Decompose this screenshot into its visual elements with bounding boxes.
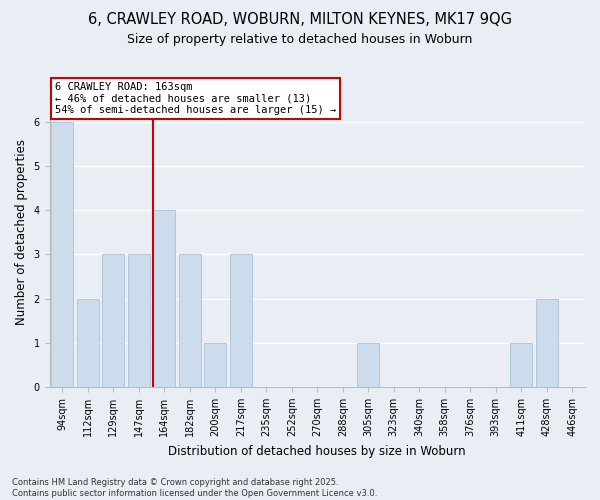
Bar: [230, 254, 251, 387]
Bar: [511, 342, 532, 387]
Bar: [52, 122, 73, 387]
Text: Contains HM Land Registry data © Crown copyright and database right 2025.
Contai: Contains HM Land Registry data © Crown c…: [12, 478, 377, 498]
Bar: [154, 210, 175, 387]
Bar: [536, 298, 557, 387]
Text: 6 CRAWLEY ROAD: 163sqm
← 46% of detached houses are smaller (13)
54% of semi-det: 6 CRAWLEY ROAD: 163sqm ← 46% of detached…: [55, 82, 336, 116]
Text: 6, CRAWLEY ROAD, WOBURN, MILTON KEYNES, MK17 9QG: 6, CRAWLEY ROAD, WOBURN, MILTON KEYNES, …: [88, 12, 512, 28]
Bar: [77, 298, 98, 387]
Text: Size of property relative to detached houses in Woburn: Size of property relative to detached ho…: [127, 32, 473, 46]
Bar: [179, 254, 200, 387]
X-axis label: Distribution of detached houses by size in Woburn: Distribution of detached houses by size …: [169, 444, 466, 458]
Bar: [358, 342, 379, 387]
Bar: [205, 342, 226, 387]
Bar: [128, 254, 149, 387]
Bar: [103, 254, 124, 387]
Y-axis label: Number of detached properties: Number of detached properties: [15, 139, 28, 325]
